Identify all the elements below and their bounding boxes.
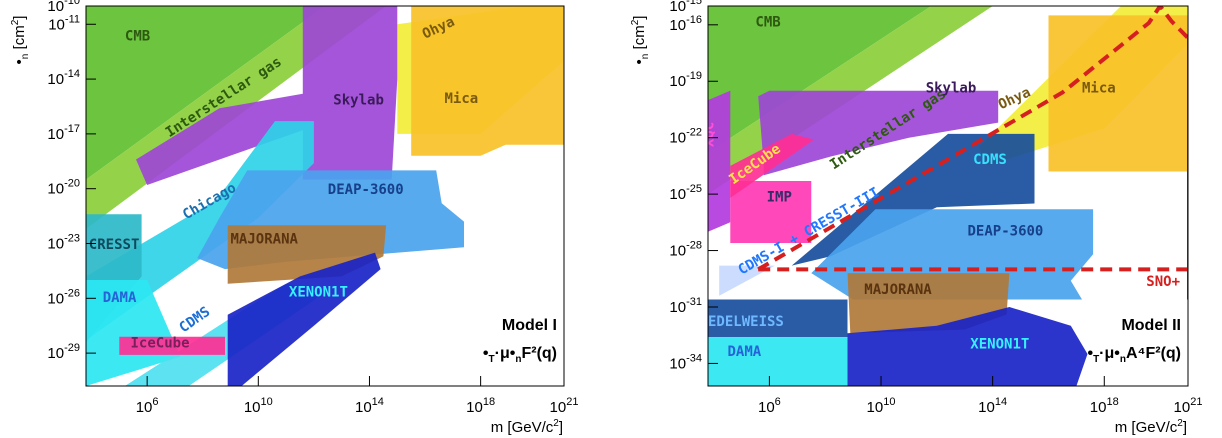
x-tick-label: 1010	[867, 396, 896, 416]
region-cdms-i-cresst-iii	[719, 265, 775, 296]
axes-left: 106 1010 1014 1018 1021 10-1010-11 10-14 10-17 1…	[47, 0, 578, 416]
x-tick-label: 1010	[244, 396, 273, 416]
y-tick-label: 10-29	[47, 342, 80, 362]
region-xqc	[708, 90, 731, 232]
y-tick-label: 10-31	[669, 296, 702, 316]
region-skylab	[758, 90, 999, 176]
x-tick-label: 1021	[550, 396, 579, 416]
region-label-mica: Mica	[1082, 81, 1116, 97]
plot-frame-right	[707, 5, 1189, 387]
region-label-dama: DAMA	[103, 290, 137, 306]
y-tick-label: 10-14	[47, 68, 80, 88]
x-tick-label: 106	[758, 396, 781, 416]
region-xenon1t	[847, 307, 1088, 386]
y-tick-label: 10-23	[47, 233, 80, 253]
x-tick-label: 1018	[1090, 396, 1119, 416]
sno-label: SNO+	[1146, 274, 1180, 290]
model-formula-left: •T·μ•nF²(q)	[483, 345, 557, 365]
region-dama	[708, 337, 848, 386]
region-label-deap-3600: DEAP-3600	[968, 224, 1044, 240]
region-icecube	[730, 133, 814, 198]
region-label-cmb: CMB	[125, 29, 150, 45]
region-label-cmb: CMB	[755, 15, 780, 31]
y-tick-label: 10-11	[48, 13, 80, 33]
x-axis-label-right: m [GeV/c2]	[1115, 418, 1187, 436]
x-tick-label: 1021	[1174, 396, 1203, 416]
x-tick-label: 1018	[466, 396, 495, 416]
region-label-mica: Mica	[445, 91, 479, 107]
region-label-xenon1t: XENON1T	[289, 285, 348, 301]
region-label-cdms: CDMS	[973, 152, 1007, 168]
regions-left	[86, 6, 564, 386]
region-edelweiss	[708, 299, 848, 338]
model-title-left: Model I	[502, 317, 557, 334]
region-label-deap-3600: DEAP-3600	[328, 182, 404, 198]
region-skylab	[136, 6, 398, 185]
y-tick-label: 10-26	[47, 287, 80, 307]
region-label-edelweiss: EDELWEISS	[708, 314, 784, 330]
region-imp	[730, 181, 812, 243]
region-xenon1t	[227, 252, 381, 386]
y-tick-label: 10-20	[47, 178, 80, 198]
x-axis-label-left: m [GeV/c2]	[491, 418, 563, 436]
region-label-xenon1t: XENON1T	[970, 336, 1029, 352]
y-tick-label: 10-22	[669, 127, 702, 147]
model-formula-right: •T·μ•nA⁴F²(q)	[1087, 345, 1181, 365]
y-tick-label: 10-15	[669, 0, 702, 15]
region-mica	[1048, 15, 1188, 172]
region-label-cresst: CRESST	[89, 237, 140, 253]
y-tick-label: 10-28	[669, 240, 702, 260]
region-label-dama: DAMA	[728, 344, 762, 360]
region-label-imp: IMP	[767, 190, 792, 206]
region-label-skylab: Skylab	[333, 93, 384, 109]
y-axis-label-left: •n [cm2]	[10, 16, 31, 65]
region-label-majorana: MAJORANA	[231, 232, 299, 248]
y-tick-label: 10-19	[669, 70, 702, 90]
y-tick-label: 10-34	[669, 352, 702, 372]
region-label-skylab: Skylab	[926, 81, 977, 97]
sno-limit-right	[757, 6, 1188, 300]
regions-right	[708, 6, 1188, 386]
region-mica	[411, 6, 564, 156]
region-label-icecube: IceCube	[131, 336, 190, 352]
region-icecube	[119, 336, 225, 355]
region-cmb	[708, 6, 932, 153]
plot-frame-left	[85, 5, 565, 387]
x-tick-label: 1014	[978, 396, 1007, 416]
y-tick-label: 10-25	[669, 183, 702, 203]
x-tick-label: 1014	[355, 396, 384, 416]
y-tick-label: 10-16	[669, 14, 702, 34]
y-tick-label: 10-17	[47, 123, 80, 143]
region-dama	[86, 280, 181, 386]
x-tick-label: 106	[136, 396, 159, 416]
region-label-majorana: MAJORANA	[864, 282, 932, 298]
sno-upper-line	[757, 6, 1188, 272]
y-tick-label: 10-10	[47, 0, 80, 15]
model-title-right: Model II	[1121, 317, 1181, 334]
y-axis-label-right: •n [cm2]	[630, 16, 651, 65]
region-label-xqc: XQC	[702, 122, 718, 147]
